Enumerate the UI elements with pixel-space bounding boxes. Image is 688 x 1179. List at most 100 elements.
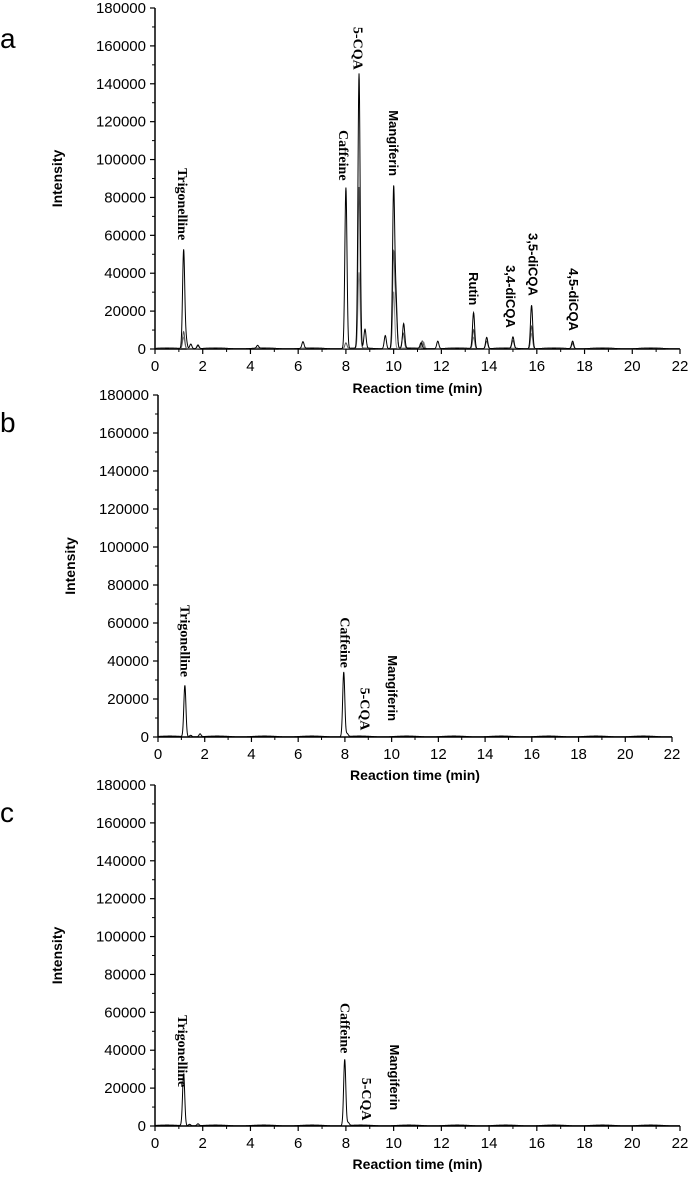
peak-label: 5-CQA — [349, 27, 364, 71]
y-tick-label: 100000 — [96, 929, 146, 946]
y-tick-label: 100000 — [99, 539, 149, 556]
y-tick-label: 180000 — [96, 0, 146, 17]
x-tick-label: 22 — [672, 358, 688, 375]
peak-label: Mangiferin — [387, 1045, 402, 1111]
y-tick-label: 20000 — [104, 1080, 146, 1097]
panel-label: a — [0, 23, 16, 54]
peak-label: Mangiferin — [385, 655, 400, 721]
series-line-trace-1 — [157, 671, 672, 738]
y-tick-label: 40000 — [104, 1042, 146, 1059]
panel-c: c 0 2 4 6 8 10 12 14 16 18 20 22 0 20000 40000 60000 8000… — [0, 777, 688, 1172]
x-tick-label: 22 — [664, 746, 681, 763]
x-tick-label: 6 — [294, 746, 302, 763]
peak-label: Caffeine — [337, 617, 352, 668]
y-tick-label: 40000 — [107, 653, 149, 670]
peak-label: Mangiferin — [386, 110, 401, 176]
panel-a: a 0 2 4 6 8 10 12 14 16 18 20 22 0 20000 40000 60000 8000… — [0, 0, 688, 396]
x-tick-label: 14 — [477, 746, 494, 763]
x-tick-label: 6 — [294, 358, 302, 375]
y-tick-label: 120000 — [99, 501, 149, 518]
x-tick-label: 10 — [383, 746, 400, 763]
x-tick-label: 14 — [481, 1135, 498, 1152]
x-tick-label: 0 — [154, 746, 162, 763]
y-tick-label: 140000 — [96, 853, 146, 870]
x-tick-label: 20 — [617, 746, 634, 763]
x-tick-label: 6 — [294, 1135, 302, 1152]
x-tick-label: 20 — [624, 1135, 641, 1152]
x-tick-label: 8 — [342, 358, 350, 375]
series-line-trace-1 — [154, 73, 680, 350]
y-tick-label: 80000 — [104, 966, 146, 983]
peak-label: 5-CQA — [356, 688, 371, 732]
x-tick-label: 16 — [523, 746, 540, 763]
x-tick-label: 4 — [247, 746, 255, 763]
x-tick-label: 8 — [342, 1135, 350, 1152]
peak-label: 4,5-diCQA — [566, 268, 581, 331]
x-tick-label: 2 — [199, 358, 207, 375]
peak-label: Trigonelline — [174, 1015, 189, 1087]
y-axis-title: Intensity — [49, 150, 65, 208]
x-tick-label: 12 — [430, 746, 447, 763]
y-tick-label: 80000 — [107, 577, 149, 594]
series-line-trace-1 — [154, 1059, 680, 1127]
x-tick-label: 20 — [624, 358, 641, 375]
y-axis-title: Intensity — [49, 927, 65, 985]
y-tick-label: 140000 — [96, 76, 146, 93]
x-tick-label: 16 — [528, 1135, 545, 1152]
x-tick-label: 16 — [528, 358, 545, 375]
y-tick-label: 160000 — [99, 425, 149, 442]
y-axis-title: Intensity — [62, 537, 78, 595]
panel-label: c — [0, 797, 14, 828]
peak-label: Trigonelline — [176, 605, 191, 677]
y-tick-label: 0 — [141, 729, 149, 746]
y-tick-label: 20000 — [107, 691, 149, 708]
y-tick-label: 120000 — [96, 891, 146, 908]
y-tick-label: 0 — [138, 341, 146, 358]
series-line-trace-2 — [154, 186, 680, 350]
y-tick-label: 0 — [138, 1118, 146, 1135]
y-tick-label: 60000 — [104, 1004, 146, 1021]
x-tick-label: 14 — [481, 358, 498, 375]
series-line-trace-3 — [154, 272, 680, 350]
y-tick-label: 180000 — [96, 777, 146, 794]
y-tick-label: 140000 — [99, 463, 149, 480]
x-tick-label: 2 — [199, 1135, 207, 1152]
peak-label: Trigonelline — [174, 168, 189, 240]
y-tick-label: 180000 — [99, 387, 149, 404]
y-tick-label: 100000 — [96, 152, 146, 169]
peak-label: Rutin — [466, 272, 481, 305]
peak-label: Caffeine — [335, 130, 350, 181]
x-tick-label: 0 — [151, 1135, 159, 1152]
x-tick-label: 2 — [201, 746, 209, 763]
y-tick-label: 120000 — [96, 114, 146, 131]
peak-label: Caffeine — [336, 1003, 351, 1054]
panel-label: b — [0, 407, 16, 438]
peak-label: 5-CQA — [358, 1078, 373, 1122]
x-axis-title: Reaction time (min) — [353, 1156, 483, 1172]
x-tick-label: 10 — [385, 1135, 402, 1152]
x-tick-label: 12 — [433, 358, 450, 375]
x-tick-label: 0 — [151, 358, 159, 375]
y-tick-label: 160000 — [96, 815, 146, 832]
peak-label: 3,4-diCQA — [503, 265, 518, 328]
y-tick-label: 60000 — [104, 227, 146, 244]
peak-label: 3,5-diCQA — [526, 233, 541, 296]
panel-b: b 0 2 4 6 8 10 12 14 16 18 20 22 0 20000 40000 60000 8000… — [0, 387, 680, 783]
x-tick-label: 18 — [570, 746, 587, 763]
x-axis-title: Reaction time (min) — [353, 380, 483, 396]
x-axis-title: Reaction time (min) — [350, 767, 480, 783]
y-tick-label: 40000 — [104, 265, 146, 282]
y-tick-label: 160000 — [96, 38, 146, 55]
x-tick-label: 12 — [433, 1135, 450, 1152]
x-tick-label: 22 — [672, 1135, 688, 1152]
x-tick-label: 18 — [576, 358, 593, 375]
x-tick-label: 4 — [246, 358, 254, 375]
x-tick-label: 10 — [385, 358, 402, 375]
y-tick-label: 20000 — [104, 303, 146, 320]
x-tick-label: 18 — [576, 1135, 593, 1152]
y-tick-label: 80000 — [104, 189, 146, 206]
y-tick-label: 60000 — [107, 615, 149, 632]
x-tick-label: 8 — [341, 746, 349, 763]
x-tick-label: 4 — [246, 1135, 254, 1152]
